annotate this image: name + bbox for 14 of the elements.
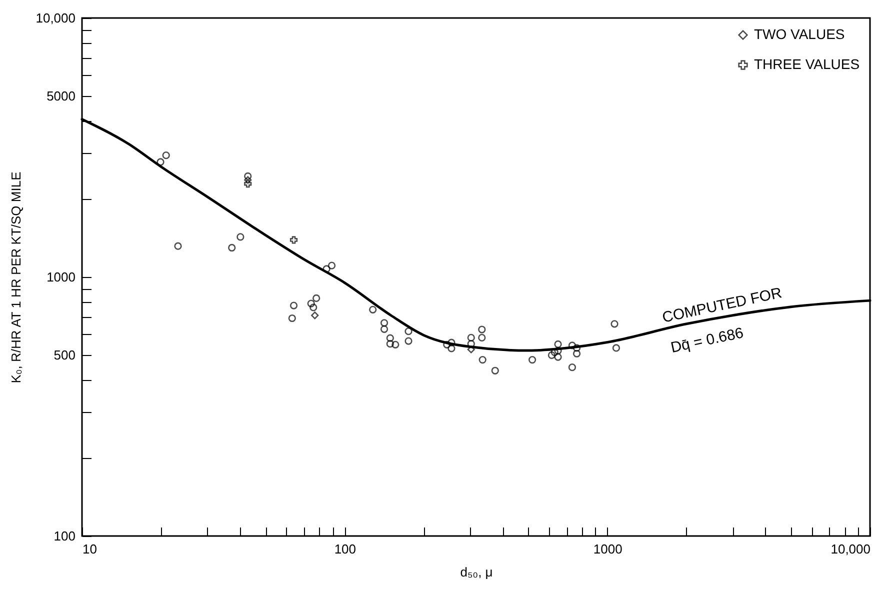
legend-label: TWO VALUES — [754, 26, 845, 42]
legend-label: THREE VALUES — [754, 56, 860, 72]
x-tick-label: 10 — [82, 542, 97, 556]
y-tick-label: 100 — [54, 528, 76, 544]
x-tick-label: 100 — [334, 542, 356, 556]
y-tick-label: 500 — [54, 347, 76, 362]
annotation: Dq̄ = 0.686 — [669, 324, 745, 356]
y-axis-title: K₀, R/HR AT 1 HR PER KT/SQ MILE — [8, 171, 24, 384]
x-tick-label: 10,000 — [830, 542, 870, 556]
y-tick-label: 1000 — [46, 270, 76, 284]
y-tick-label: 5000 — [46, 88, 76, 104]
x-tick-label: 1000 — [593, 542, 622, 556]
x-axis-title: d₅₀, μ — [460, 564, 493, 580]
y-tick-label: 10,000 — [36, 10, 76, 26]
